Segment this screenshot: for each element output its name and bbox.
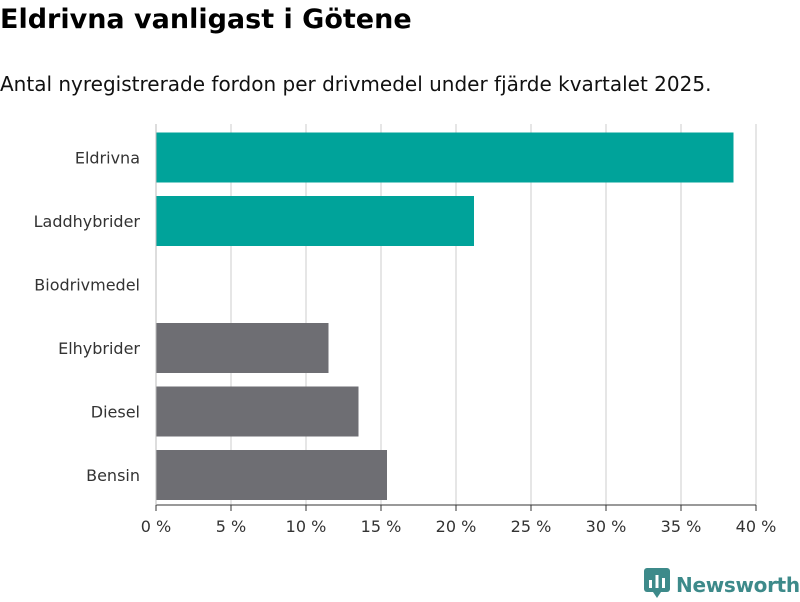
x-tick-label: 10 % bbox=[286, 517, 327, 536]
brand: Newsworthy bbox=[644, 568, 800, 602]
brand-name: Newsworthy bbox=[676, 573, 800, 597]
grid-lines bbox=[230, 124, 757, 505]
chart-title: Eldrivna vanligast i Götene bbox=[0, 4, 412, 35]
x-tick-label: 25 % bbox=[511, 517, 552, 536]
category-label: Diesel bbox=[91, 403, 140, 422]
bar bbox=[156, 132, 734, 183]
chart-subtitle: Antal nyregistrerade fordon per drivmede… bbox=[0, 72, 712, 96]
x-tick-label: 40 % bbox=[736, 517, 777, 536]
x-tick-label: 5 % bbox=[216, 517, 246, 536]
x-tick-label: 15 % bbox=[361, 517, 402, 536]
x-axis: 0 % 5 % 10 % 15 % 20 % 25 % 30 % 35 % 40 % bbox=[141, 124, 777, 536]
bar bbox=[156, 450, 387, 500]
category-label: Eldrivna bbox=[75, 149, 140, 168]
x-tick-label: 20 % bbox=[436, 517, 477, 536]
bar bbox=[156, 386, 359, 437]
category-label: Laddhybrider bbox=[34, 212, 141, 231]
category-label: Bensin bbox=[86, 466, 140, 485]
bar bbox=[156, 323, 329, 373]
x-tick-label: 0 % bbox=[141, 517, 171, 536]
category-labels: Eldrivna Laddhybrider Biodrivmedel Elhybrid… bbox=[34, 149, 141, 486]
bar bbox=[156, 196, 474, 246]
bar-chart: 0 % 5 % 10 % 15 % 20 % 25 % 30 % 35 % 40 % Eldri… bbox=[34, 124, 777, 536]
x-tick-label: 30 % bbox=[586, 517, 627, 536]
bars bbox=[156, 132, 734, 500]
x-tick-label: 35 % bbox=[661, 517, 702, 536]
newsworthy-logo-icon bbox=[644, 568, 670, 602]
category-label: Biodrivmedel bbox=[34, 276, 140, 295]
category-label: Elhybrider bbox=[58, 339, 140, 358]
